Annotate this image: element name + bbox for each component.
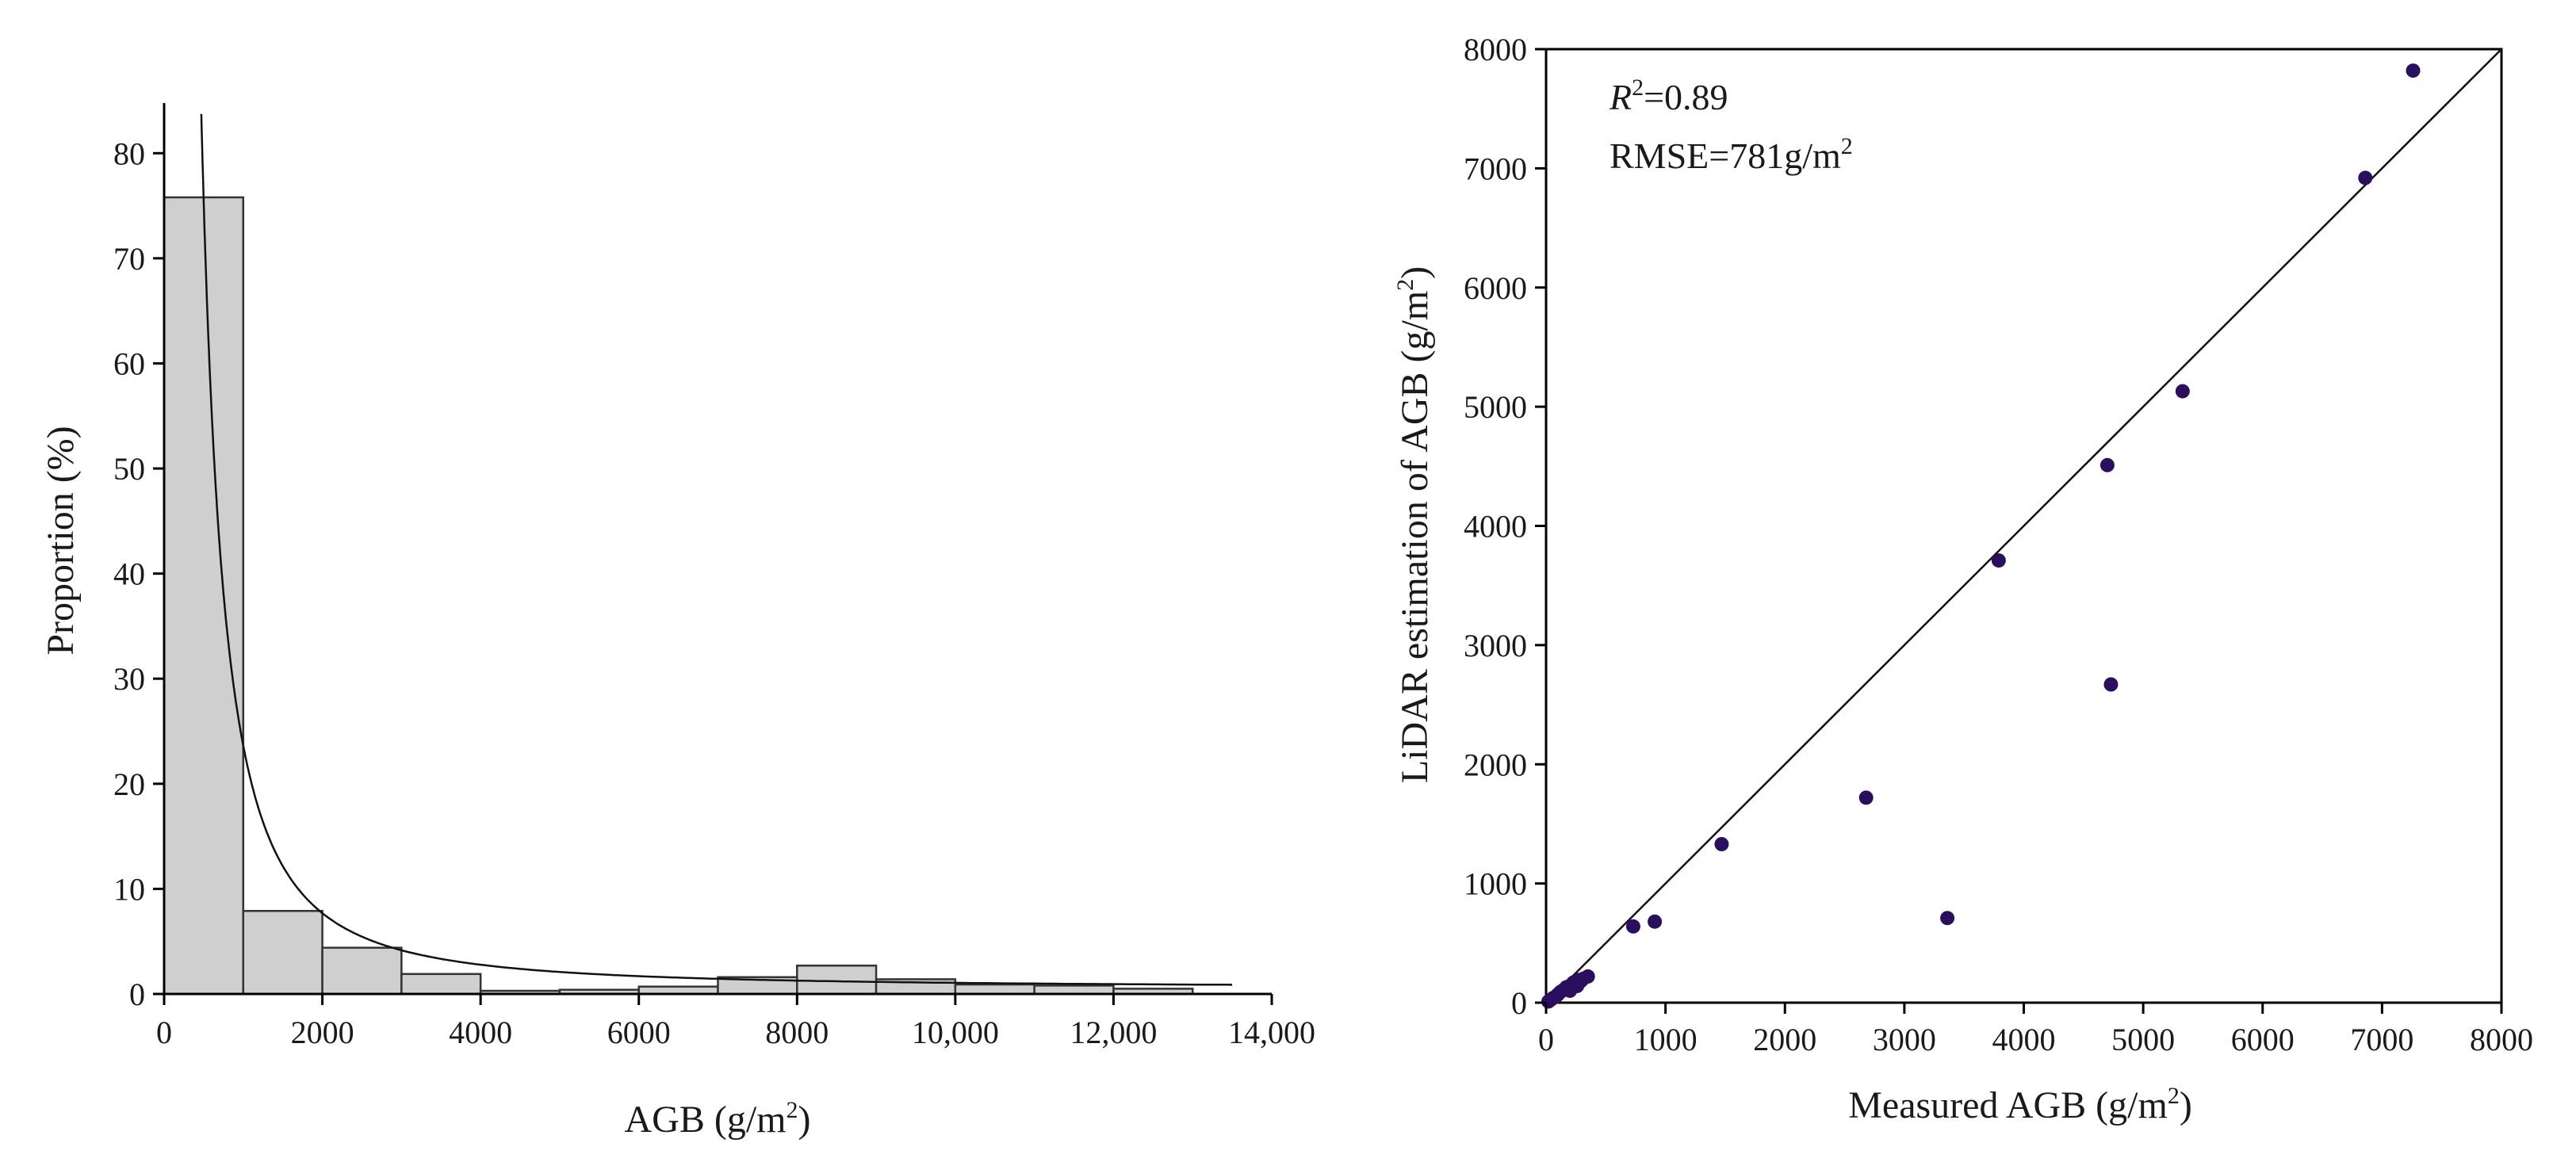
scatter-point	[1625, 919, 1640, 934]
x-axis-title: AGB (g/m2)	[625, 1097, 811, 1141]
scatter-point	[1940, 911, 1955, 926]
y-axis-ticks: 0 1000 2000 3000 4000 5000 6000 7000 8000	[1464, 32, 1546, 1021]
histogram-bar	[163, 196, 245, 996]
scatter-point	[1570, 978, 1585, 993]
one-to-one-line	[1545, 48, 2502, 1003]
scatter-point	[1648, 914, 1663, 929]
y-tick-label: 4000	[1464, 509, 1527, 545]
x-tick-label: 2000	[291, 1015, 354, 1050]
histogram-bar	[1033, 984, 1115, 996]
y-axis-ticks: 0 10 20 30 40 50 60 70 80	[113, 136, 164, 1012]
y-tick-label: 80	[113, 136, 145, 171]
y-tick-label: 20	[113, 766, 145, 802]
y-tick-label: 7000	[1464, 151, 1527, 186]
x-axis-title: Measured AGB (g/m2)	[1848, 1083, 2192, 1126]
x-axis-ticks: 0 1000 2000 3000 4000 5000 6000 7000 8000	[1538, 1003, 2533, 1057]
x-tick-label: 14,000	[1228, 1015, 1315, 1050]
y-tick-label: 1000	[1464, 866, 1527, 902]
x-tick-label: 2000	[1753, 1022, 1816, 1057]
x-tick-label: 6000	[2231, 1022, 2295, 1057]
x-tick-label: 1000	[1634, 1022, 1698, 1057]
histogram-bar	[954, 983, 1035, 996]
histogram-panel: 0 2000 4000 6000 8000 10,000 12,000 14,000 0 10 2…	[40, 103, 1315, 1141]
x-tick-label: 7000	[2350, 1022, 2413, 1057]
scatter-point	[1580, 969, 1595, 984]
x-tick-label: 3000	[1873, 1022, 1936, 1057]
x-tick-label: 8000	[2470, 1022, 2533, 1057]
y-tick-label: 40	[113, 556, 145, 592]
y-tick-label: 0	[1511, 985, 1527, 1021]
scatter-point	[1991, 553, 2006, 568]
x-tick-label: 4000	[449, 1015, 512, 1050]
x-tick-label: 0	[1538, 1022, 1554, 1057]
y-axis-title: Proportion (%)	[40, 426, 82, 655]
r-squared-annotation: R2=0.89	[1609, 75, 1728, 117]
histogram-bars	[163, 196, 1194, 996]
x-tick-label: 6000	[607, 1015, 671, 1050]
x-tick-label: 4000	[1992, 1022, 2056, 1057]
x-tick-label: 10,000	[912, 1015, 999, 1050]
y-tick-label: 0	[129, 977, 145, 1012]
y-tick-label: 10	[113, 871, 145, 907]
y-tick-label: 30	[113, 661, 145, 697]
scatter-point	[1714, 837, 1729, 852]
scatter-point	[2358, 170, 2373, 185]
scatter-point	[2099, 457, 2115, 472]
y-tick-label: 2000	[1464, 747, 1527, 782]
scatter-point	[2406, 63, 2421, 78]
x-tick-label: 0	[156, 1015, 172, 1050]
fit-curve	[200, 113, 1233, 986]
y-tick-label: 6000	[1464, 270, 1527, 306]
scatter-panel: 0 1000 2000 3000 4000 5000 6000 7000 8000 0 1000 2…	[1392, 32, 2533, 1126]
rmse-annotation: RMSE=781g/m2	[1610, 133, 1853, 176]
histogram-bar	[242, 910, 323, 996]
y-axis-title: LiDAR estimation of AGB (g/m2)	[1392, 266, 1436, 783]
y-tick-label: 50	[113, 451, 145, 487]
scatter-point	[1858, 790, 1874, 805]
y-tick-label: 5000	[1464, 389, 1527, 425]
y-tick-label: 3000	[1464, 628, 1527, 663]
histogram-bar	[400, 973, 482, 996]
histogram-bar	[796, 964, 878, 996]
scatter-point	[2175, 384, 2190, 399]
histogram-bar	[321, 946, 403, 996]
scatter-point	[2103, 677, 2119, 692]
x-tick-label: 8000	[765, 1015, 829, 1050]
y-tick-label: 60	[113, 346, 145, 381]
y-tick-label: 8000	[1464, 32, 1527, 67]
scatter-points	[1541, 63, 2421, 1009]
y-tick-label: 70	[113, 241, 145, 277]
x-axis-ticks: 0 2000 4000 6000 8000 10,000 12,000 14,000	[156, 994, 1315, 1050]
x-tick-label: 12,000	[1070, 1015, 1157, 1050]
x-tick-label: 5000	[2111, 1022, 2175, 1057]
